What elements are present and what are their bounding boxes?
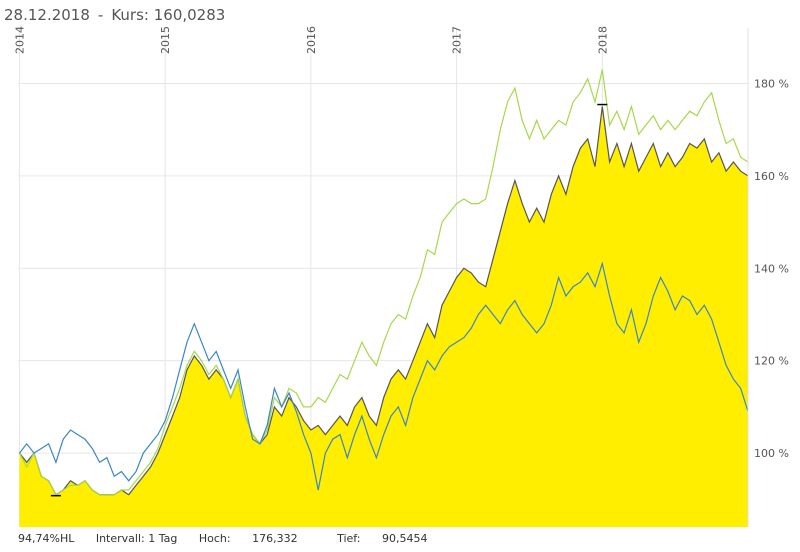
- chart-footer: 94,74%HL Intervall: 1 Tag Hoch: 176,332 …: [18, 532, 464, 545]
- series-line-2: [19, 261, 749, 491]
- x-tick-label: 2018: [596, 26, 609, 54]
- area-fill: [19, 106, 748, 527]
- low-stat: Tief: 90,5454: [337, 532, 445, 545]
- high-value: 176,332: [252, 532, 298, 545]
- y-tick-label: 160 %: [754, 170, 789, 183]
- interval-label: Intervall: 1 Tag: [95, 532, 178, 545]
- x-tick-label: 2014: [13, 26, 26, 54]
- y-tick-label: 120 %: [754, 355, 789, 368]
- x-tick-label: 2017: [451, 26, 464, 54]
- x-tick-label: 2015: [159, 26, 172, 54]
- hl-label: 94,74%HL: [18, 532, 75, 545]
- x-tick-label: 2016: [305, 26, 318, 54]
- y-tick-label: 100 %: [754, 447, 789, 460]
- kurs-label: Kurs:: [111, 6, 149, 24]
- high-stat: Hoch: 176,332: [199, 532, 316, 545]
- low-value: 90,5454: [382, 532, 428, 545]
- low-label: Tief:: [337, 532, 361, 545]
- high-label: Hoch:: [198, 532, 231, 545]
- kurs-value: 160,0283: [153, 6, 226, 24]
- date-label: 28.12.2018: [4, 6, 90, 24]
- header-separator: -: [97, 6, 104, 24]
- series-line-1: [18, 69, 749, 496]
- y-tick-label: 140 %: [754, 262, 789, 275]
- series-line-0: [19, 106, 749, 496]
- y-tick-label: 180 %: [754, 77, 789, 90]
- chart-header: 28.12.2018- Kurs: 160,0283: [4, 6, 225, 24]
